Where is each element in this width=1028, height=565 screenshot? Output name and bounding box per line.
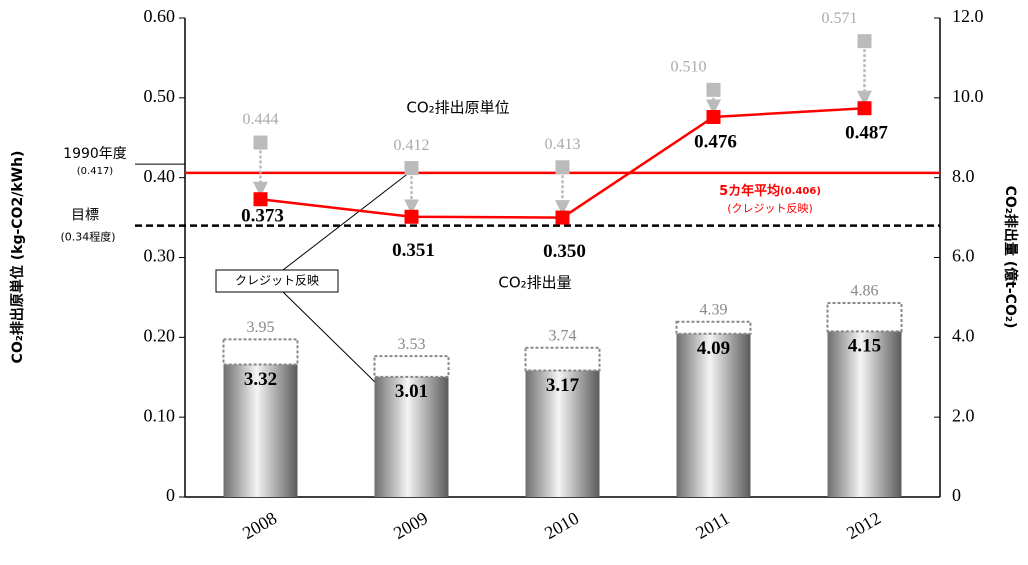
before-credit-box [826,302,903,333]
x-tick-label: 2010 [541,508,582,543]
y-tick-label: 0.40 [144,166,176,186]
intensity-marker [857,101,872,116]
before-credit-label: 3.74 [549,327,577,344]
before-credit-label: 4.86 [851,283,879,300]
y-tick-label: 0.30 [144,246,176,266]
before-credit-marker [706,82,721,97]
callout-box [215,269,339,293]
reference-sublabel: (0.417) [77,166,114,177]
before-credit-marker-label: 0.510 [671,59,707,76]
callout-line [282,291,379,386]
intensity-marker [706,109,721,124]
reference-value-label: (0.406) [780,186,821,197]
x-tick-label: 2009 [390,508,431,543]
before-credit-box [524,346,601,372]
callout-label: クレジット反映 [235,274,319,288]
bar-value-label: 3.01 [395,381,428,402]
before-credit-label: 3.53 [398,336,426,353]
intensity-marker [555,210,570,225]
before-credit-marker [253,135,268,150]
y-tick-label: 0.50 [144,86,176,106]
y2-tick-label: 10.0 [952,86,984,106]
series-label: CO₂排出量 [498,274,571,292]
before-credit-marker-label: 0.444 [243,111,279,128]
reference-label: 目標 [71,208,99,224]
y2-tick-label: 12.0 [952,6,984,26]
callout-line [282,171,411,271]
bar-value-label: 3.32 [244,369,277,390]
bar-value-label: 4.15 [848,336,881,357]
y2-tick-label: 6.0 [952,246,975,266]
before-credit-marker-label: 0.412 [394,137,430,154]
bar [525,370,600,497]
reference-sublabel: (クレジット反映) [727,202,813,215]
intensity-marker [253,192,268,207]
before-credit-label: 4.39 [700,301,728,318]
x-tick-label: 2008 [239,508,280,543]
bar-value-label: 4.09 [697,338,730,359]
bar [374,376,449,497]
bar [827,331,902,497]
bar [676,333,751,497]
y-tick-label: 0.20 [144,325,176,345]
intensity-label: 0.373 [241,206,284,227]
reference-label: 1990年度 [63,146,127,162]
x-tick-label: 2012 [843,508,884,543]
y2-axis-title: CO₂排出量 (億t-CO₂) [1002,186,1019,329]
before-credit-box [373,355,450,378]
y2-tick-label: 4.0 [952,325,975,345]
before-credit-marker-label: 0.413 [545,136,581,153]
reference-label-text: 5カ年平均 [719,182,780,198]
intensity-label: 0.476 [694,131,737,152]
y-axis-title: CO₂排出原単位 (kg-CO2/kWh) [9,151,26,364]
intensity-label: 0.351 [392,240,435,261]
y2-tick-label: 0 [952,485,961,505]
reference-sublabel: (0.34程度) [60,230,115,244]
before-credit-marker [404,161,419,176]
intensity-marker [404,209,419,224]
intensity-label: 0.350 [543,241,586,262]
y-tick-label: 0.60 [144,6,176,26]
series-label: CO₂排出原単位 [406,99,509,117]
y-tick-label: 0 [166,485,175,505]
bar [223,364,298,497]
x-tick-label: 2011 [692,508,733,543]
before-credit-marker [555,160,570,175]
before-credit-box [222,338,299,366]
before-credit-label: 3.95 [247,319,275,336]
intensity-label: 0.487 [845,123,888,144]
bar-value-label: 3.17 [546,375,580,396]
y2-tick-label: 2.0 [952,405,975,425]
before-credit-box [675,320,752,335]
y-tick-label: 0.10 [144,405,176,425]
before-credit-marker-label: 0.571 [822,10,858,27]
before-credit-marker [857,34,872,49]
reference-label: 5カ年平均(0.406) [719,182,821,198]
y2-tick-label: 8.0 [952,166,975,186]
